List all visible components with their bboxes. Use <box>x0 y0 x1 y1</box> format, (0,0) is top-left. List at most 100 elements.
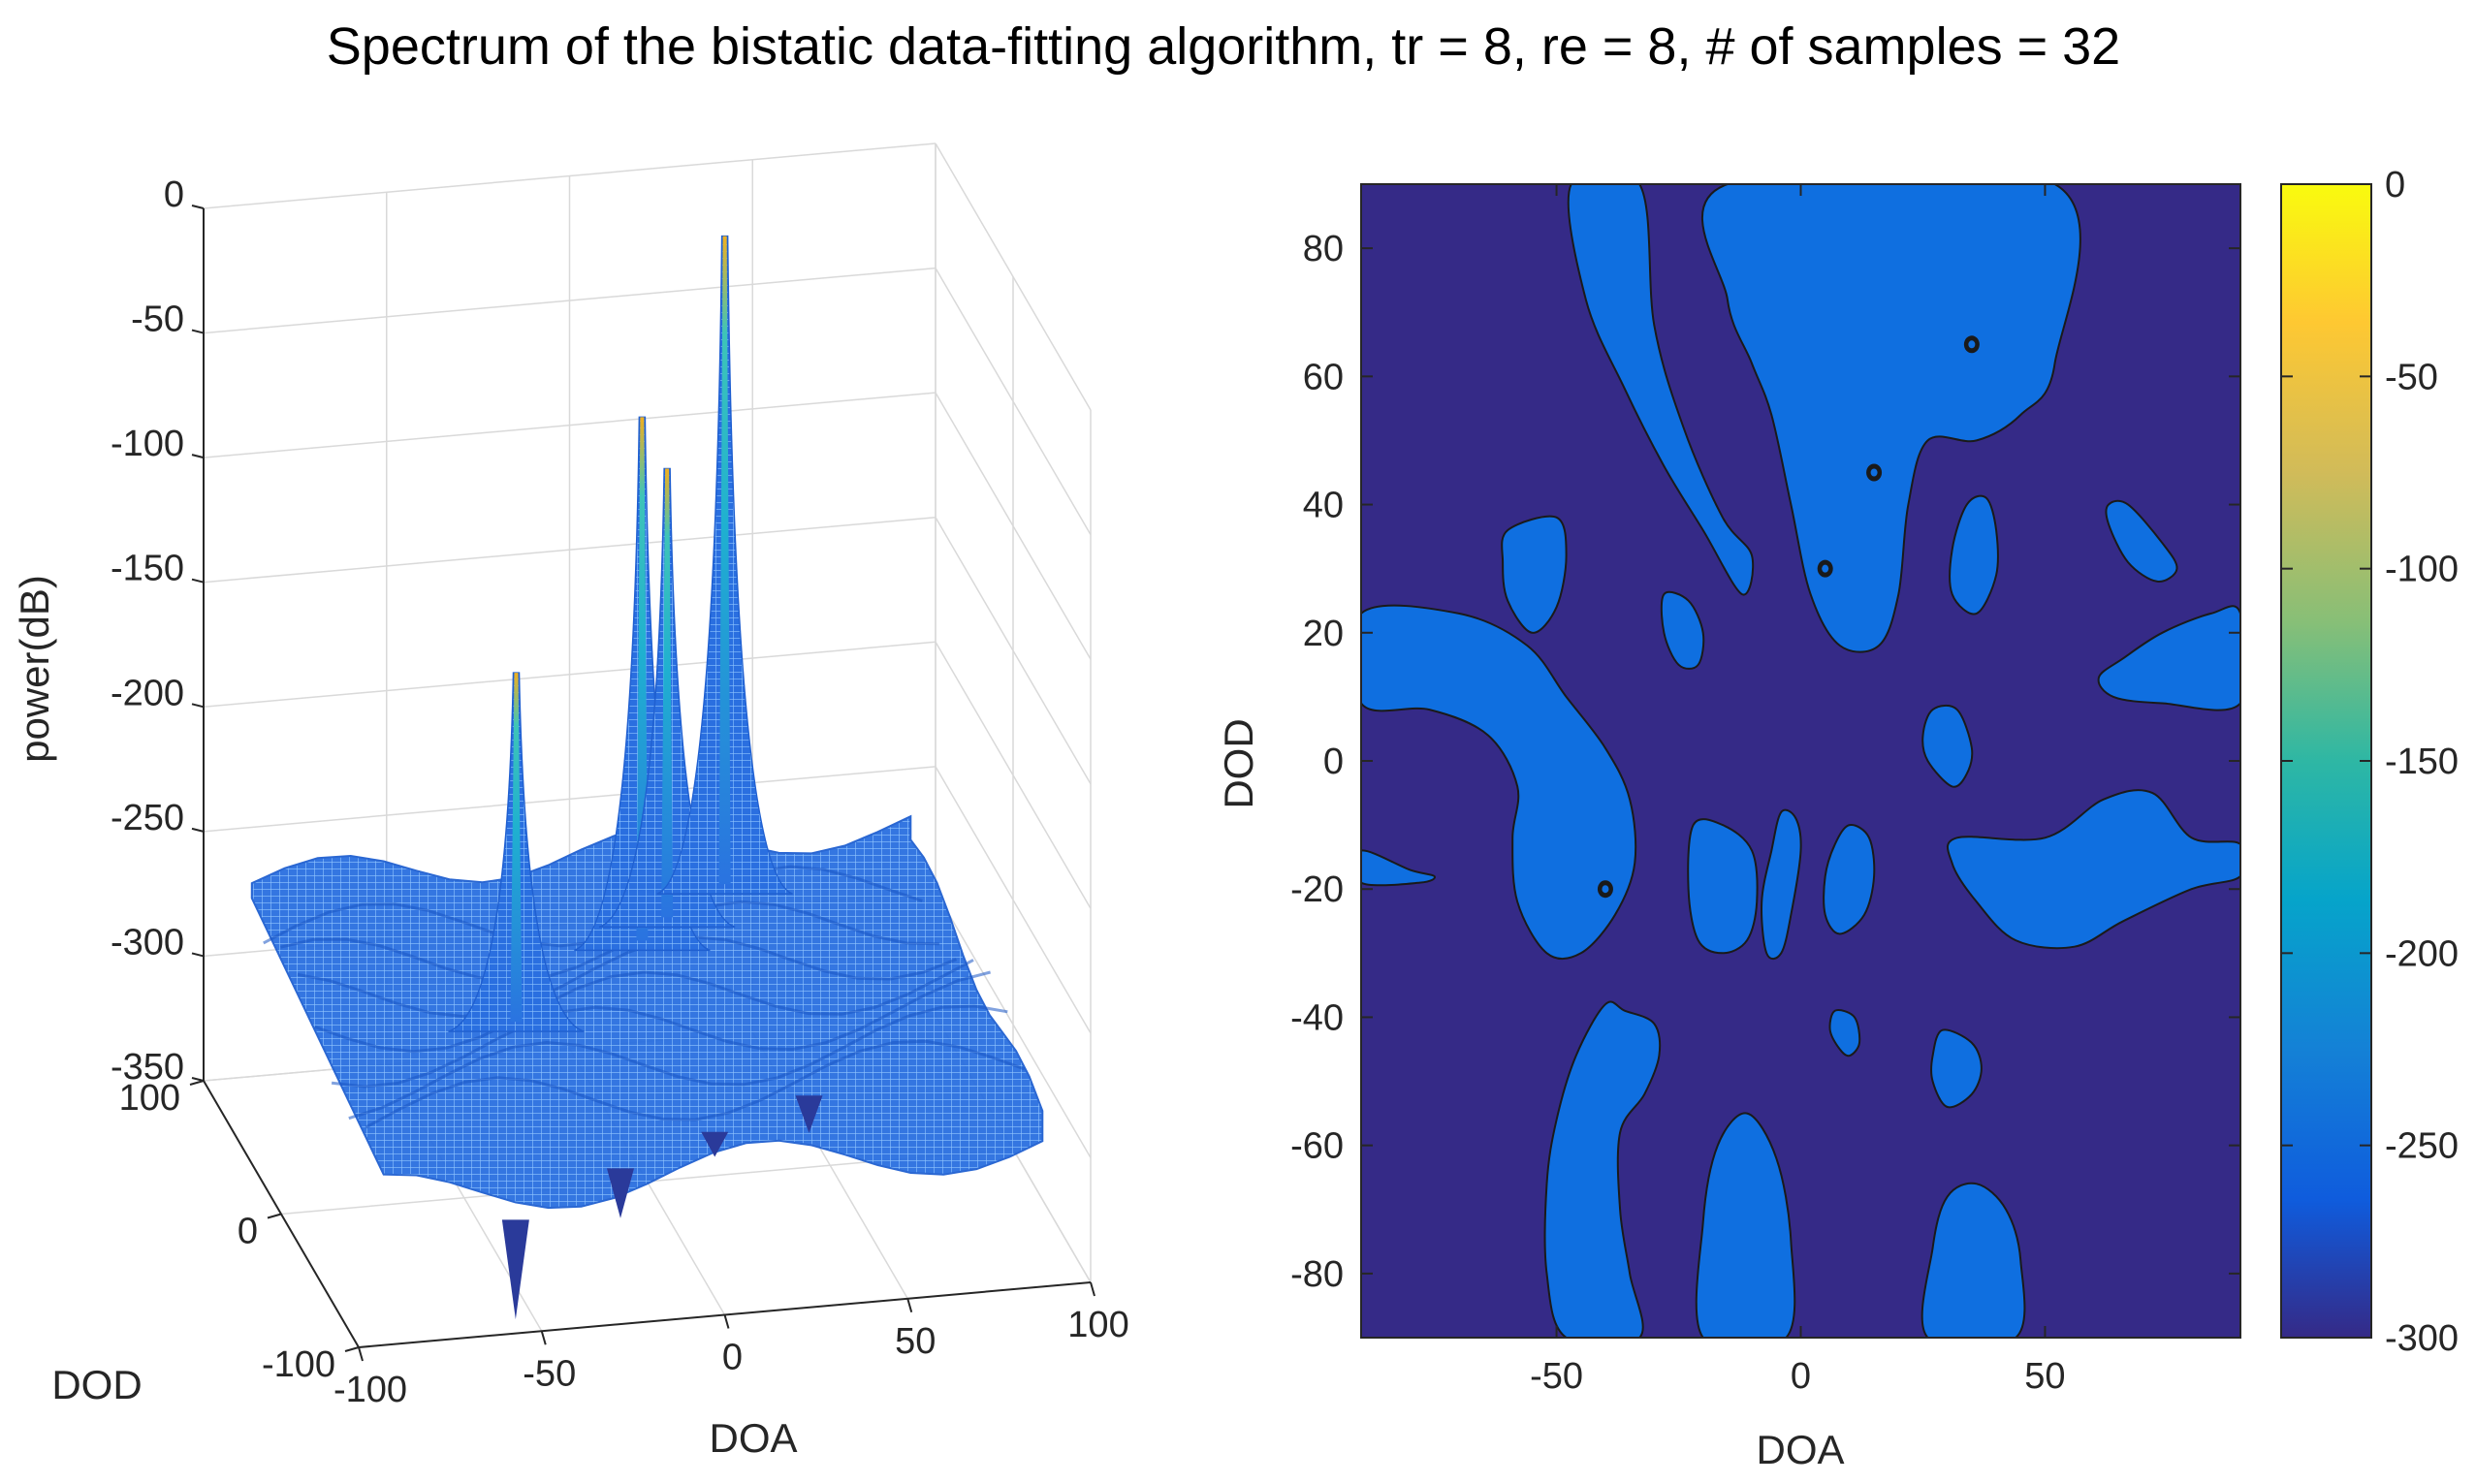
surface-grid-line <box>203 516 936 584</box>
surface-z-tick <box>191 454 205 459</box>
contour-plot: -50 0 50 80 60 40 20 0 -20 -40 -60 -80 DOA DOD <box>1216 183 2241 1472</box>
colorbar-gradient <box>2280 183 2372 1339</box>
surface-z-tick <box>191 205 205 209</box>
contour-region <box>1361 849 1436 887</box>
surface-ridge <box>365 1039 1026 1129</box>
surface-body <box>250 814 1044 1320</box>
contour-y-tick-label: -20 <box>1290 869 1344 910</box>
contour-x-tick-label: -50 <box>1530 1356 1583 1397</box>
contour-region <box>1567 184 1755 596</box>
contour-y-tick-label: -80 <box>1290 1254 1344 1295</box>
surface-dip <box>795 1095 823 1133</box>
surface-xlabel: DOA <box>709 1415 797 1461</box>
figure-title: Spectrum of the bistatic data-fitting al… <box>327 17 2120 76</box>
contour-region <box>1920 1182 2026 1338</box>
surface-z-tick-label: -200 <box>111 673 184 713</box>
surface-grid-line <box>203 392 936 458</box>
surface-z-tick <box>191 1077 205 1082</box>
surface-z-tick <box>191 703 205 709</box>
surface-dip <box>501 1219 529 1320</box>
surface-z-tick <box>191 578 205 584</box>
contour-region <box>1501 515 1568 634</box>
colorbar-tick-label: 0 <box>2385 165 2405 205</box>
colorbar-tick-label: -150 <box>2385 742 2459 782</box>
surface-x-tick <box>906 1298 913 1313</box>
surface-z-tick-label: -50 <box>131 300 184 340</box>
surface-x-tick <box>1090 1281 1095 1297</box>
surface-peaks <box>448 235 793 1032</box>
contour-region <box>1929 1028 1983 1109</box>
surface-y-tick-label: -100 <box>262 1344 335 1385</box>
contour-region <box>1687 818 1759 955</box>
surface-peak <box>718 236 731 885</box>
colorbar-ticks: 0 -50 -100 -150 -200 -250 -300 <box>2281 165 2459 1359</box>
surface-x-tick-label: -100 <box>333 1370 407 1410</box>
colorbar-tick-label: -250 <box>2385 1126 2459 1167</box>
surface-ridge <box>331 970 991 1089</box>
surface-plot: 0 -50 -100 -150 -200 -250 -300 -350 -100 -50 0 50 10… <box>12 142 1129 1461</box>
surface-x-tick-label: -50 <box>523 1353 576 1394</box>
contour-region <box>1949 494 1999 616</box>
surface-y-tick <box>189 1080 205 1086</box>
surface-z-tick-label: 0 <box>164 174 184 215</box>
contour-region <box>1361 604 1637 961</box>
contour-y-tick-label: 60 <box>1303 357 1344 397</box>
contour-x-tick-label: 0 <box>1791 1356 1811 1397</box>
surface-z-tick-label: -350 <box>111 1047 184 1088</box>
surface-ridge <box>280 900 939 983</box>
colorbar-tick-label: -200 <box>2385 933 2459 974</box>
surface-grid-line <box>203 641 936 709</box>
colorbar: 0 -50 -100 -150 -200 -250 -300 <box>2280 165 2459 1359</box>
surface-z-tick-label: -250 <box>111 798 184 838</box>
contour-markers <box>1597 335 1980 899</box>
contour-y-tick-label: -60 <box>1290 1126 1344 1167</box>
peak-marker-core <box>1822 564 1829 573</box>
contour-region <box>1543 1000 1662 1338</box>
surface-ridge <box>348 1004 1008 1121</box>
surface-zlabel: power(dB) <box>12 575 57 763</box>
surface-y-tick-label: 0 <box>238 1212 258 1252</box>
contour-ticks: -50 0 50 80 60 40 20 0 -20 -40 -60 -80 <box>1290 184 2240 1397</box>
contour-regions <box>1361 184 2240 1338</box>
surface-peak <box>661 468 674 918</box>
surface-dip <box>701 1131 729 1157</box>
contour-region <box>1660 590 1705 670</box>
contour-region <box>2105 499 2178 583</box>
colorbar-tick-label: -300 <box>2385 1318 2459 1359</box>
contour-y-tick-label: 80 <box>1303 229 1344 269</box>
surface-z-tick-label: -300 <box>111 922 184 963</box>
surface-grid-line <box>203 142 936 209</box>
contour-y-tick-label: 0 <box>1323 742 1344 782</box>
surface-y-tick <box>267 1213 282 1219</box>
contour-y-tick-label: 40 <box>1303 486 1344 526</box>
contour-frame <box>1360 183 2241 1339</box>
contour-region <box>1823 823 1876 935</box>
surface-x-tick-label: 100 <box>1067 1305 1128 1345</box>
surface-z-tick <box>191 827 205 833</box>
contour-region <box>1761 808 1802 961</box>
contour-region <box>1946 789 2240 950</box>
contour-xlabel: DOA <box>1756 1427 1844 1472</box>
colorbar-tick-label: -100 <box>2385 550 2459 590</box>
surface-z-tick <box>191 952 205 958</box>
contour-x-tick-label: 50 <box>2024 1356 2065 1397</box>
surface-grid-line <box>203 267 936 334</box>
contour-region <box>1828 1009 1861 1058</box>
surface-peak <box>510 673 523 1023</box>
contour-y-tick-label: -40 <box>1290 997 1344 1038</box>
surface-ylabel: DOD <box>51 1362 142 1407</box>
surface-x-tick <box>540 1330 547 1345</box>
peak-marker-core <box>1870 468 1878 477</box>
contour-ylabel: DOD <box>1216 718 1261 808</box>
surface-y-tick-label: 100 <box>119 1078 180 1119</box>
surface-ridge <box>297 935 958 1019</box>
surface-x-tick-label: 50 <box>895 1321 936 1362</box>
peak-marker-core <box>1968 340 1976 349</box>
contour-region <box>1921 704 1974 788</box>
surface-dip <box>607 1168 634 1218</box>
peak-marker-core <box>1602 885 1609 894</box>
surface-z-tick-label: -100 <box>111 424 184 464</box>
surface-x-tick <box>358 1346 364 1362</box>
colorbar-tick-label: -50 <box>2385 357 2438 397</box>
surface-ridge <box>314 959 974 1054</box>
